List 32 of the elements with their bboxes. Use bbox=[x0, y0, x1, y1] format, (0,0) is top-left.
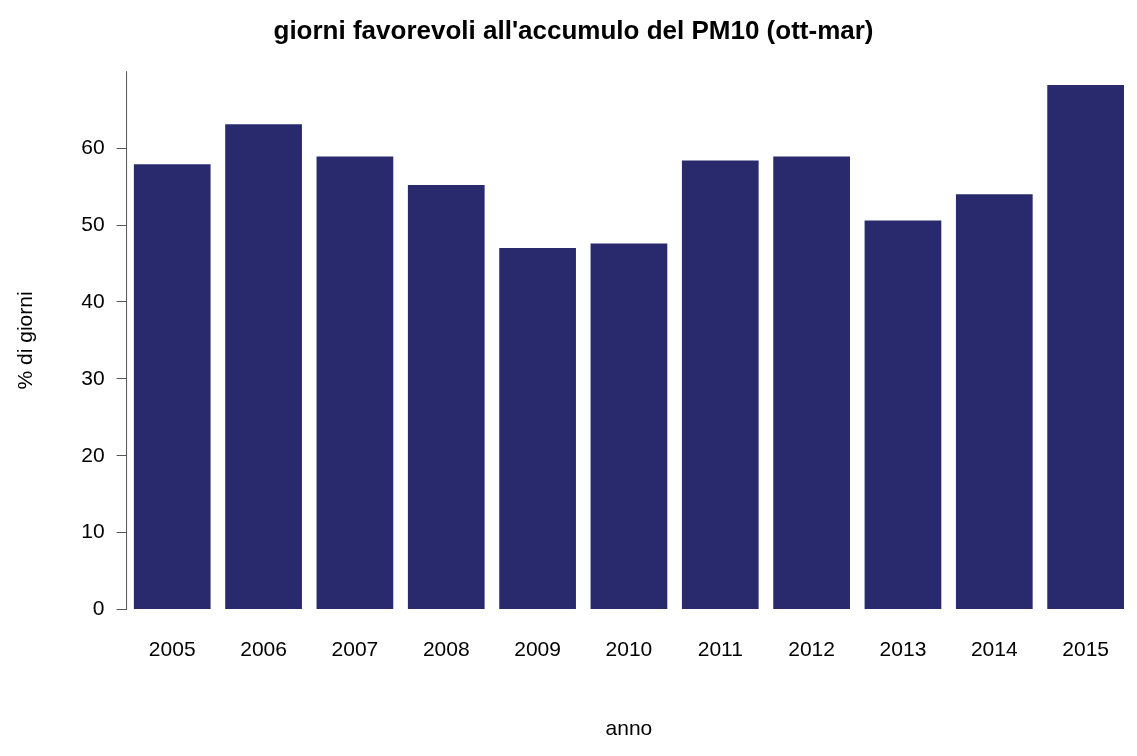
bar bbox=[133, 164, 211, 610]
x-tick-label: 2005 bbox=[148, 637, 196, 660]
y-tick-label: 50 bbox=[81, 211, 105, 235]
bar bbox=[407, 185, 485, 610]
x-tick-label: 2015 bbox=[1062, 637, 1109, 660]
y-tick-label: 10 bbox=[81, 519, 105, 543]
bar bbox=[316, 156, 394, 610]
y-tick-label: 60 bbox=[81, 134, 105, 158]
chart-title: giorni favorevoli all'accumulo del PM10 (ott-mar) bbox=[273, 14, 874, 45]
bar bbox=[225, 124, 302, 610]
bar bbox=[955, 194, 1033, 610]
bar bbox=[681, 160, 759, 610]
y-axis-title: % di giorni bbox=[13, 291, 37, 390]
x-tick-label: 2009 bbox=[514, 637, 561, 660]
y-tick-label: 30 bbox=[81, 365, 105, 389]
x-tick-label: 2008 bbox=[422, 637, 470, 660]
x-tick-label: 2012 bbox=[788, 637, 835, 660]
bar bbox=[1047, 85, 1125, 610]
y-tick-label: 0 bbox=[92, 596, 105, 620]
bar bbox=[499, 248, 576, 610]
x-tick-label: 2011 bbox=[697, 637, 743, 660]
x-tick-label: 2007 bbox=[331, 637, 379, 660]
x-tick-label: 2013 bbox=[879, 637, 927, 660]
x-tick-label: 2014 bbox=[970, 637, 1018, 660]
x-axis-title: anno bbox=[605, 716, 653, 740]
x-tick-label: 2006 bbox=[240, 637, 287, 660]
y-tick-label: 40 bbox=[81, 288, 105, 312]
x-tick-label: 2010 bbox=[605, 637, 653, 660]
bar bbox=[773, 156, 850, 610]
bar bbox=[590, 243, 668, 610]
bar bbox=[864, 220, 942, 610]
y-tick-label: 20 bbox=[81, 442, 105, 466]
